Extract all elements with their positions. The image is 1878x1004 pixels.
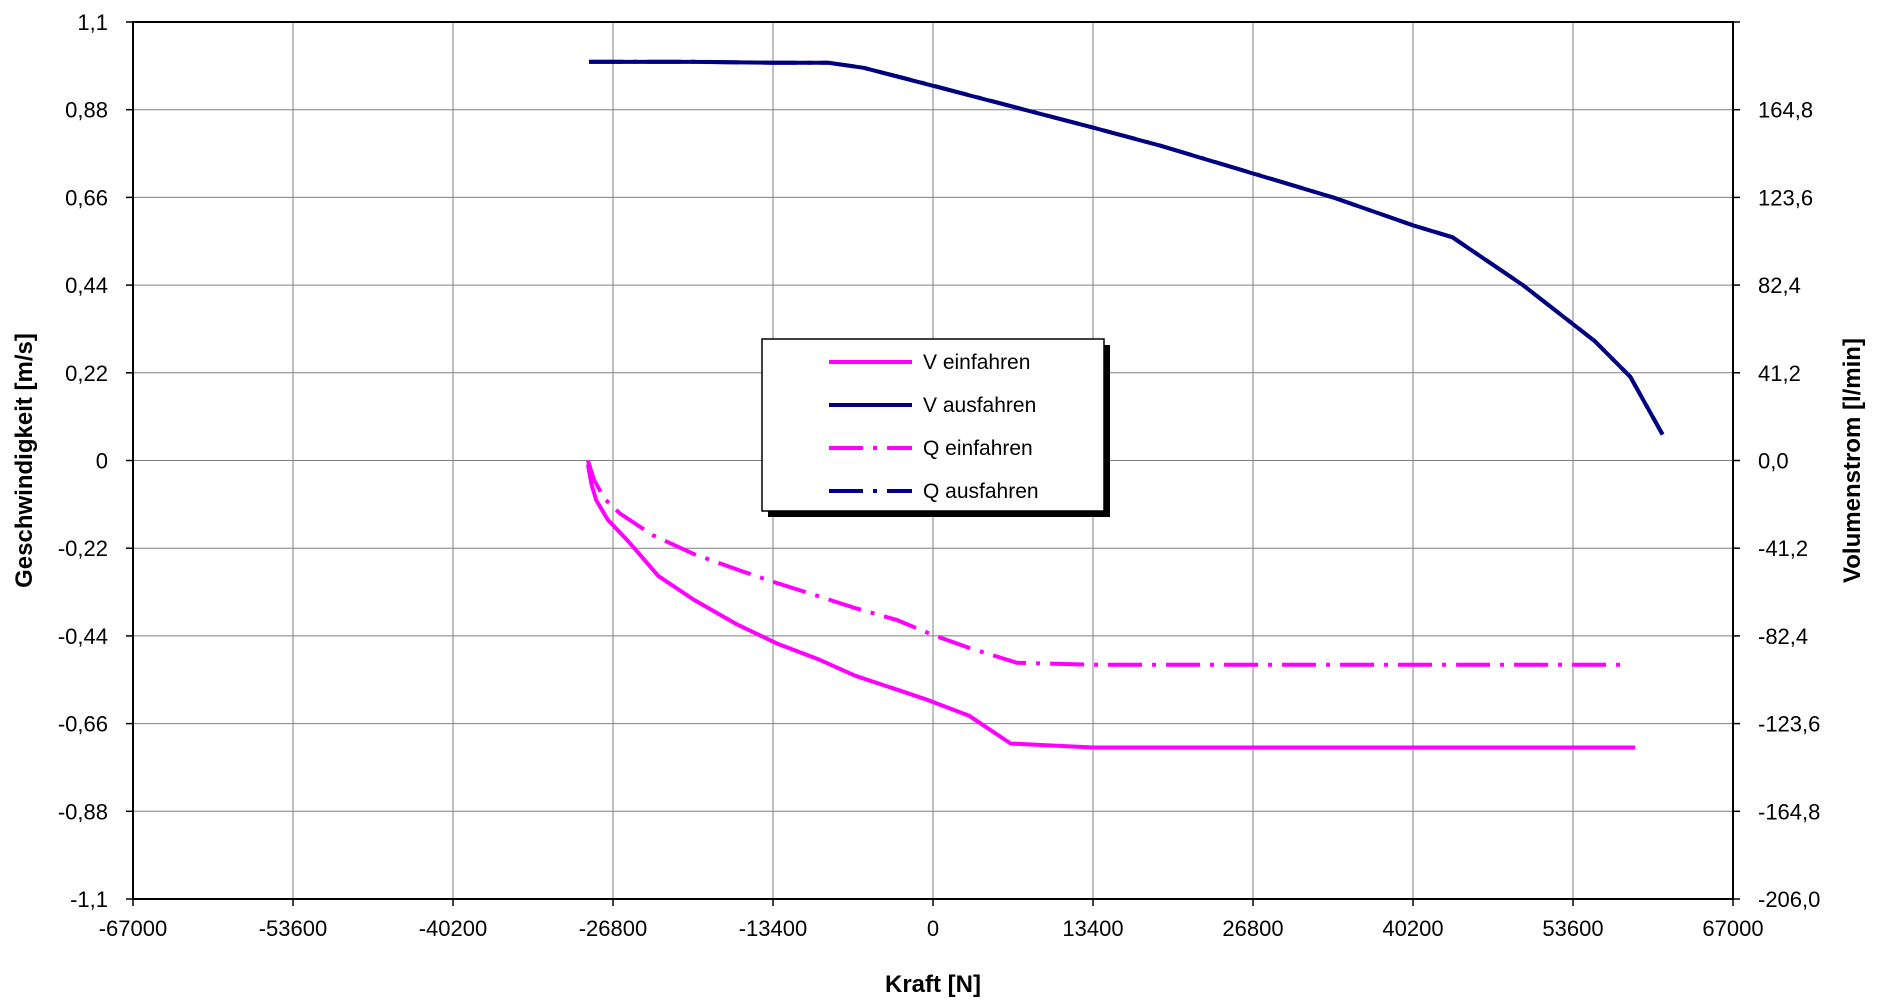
y2-tick-label: -164,8 bbox=[1758, 799, 1820, 824]
x-tick-label: 40200 bbox=[1382, 916, 1443, 941]
x-tick-label: 26800 bbox=[1222, 916, 1283, 941]
y-tick-label: 0,44 bbox=[65, 273, 108, 298]
x-axis-tick-labels: -67000 -53600 -40200 -26800 -13400 0 13400 2680… bbox=[99, 899, 1764, 941]
x-axis-title: Kraft [N] bbox=[885, 971, 981, 998]
y2-tick-label: -123,6 bbox=[1758, 712, 1820, 737]
y-tick-label: 0,66 bbox=[65, 185, 108, 210]
x-tick-label: -67000 bbox=[99, 916, 168, 941]
y-tick-label: -0,66 bbox=[58, 712, 108, 737]
x-tick-label: -53600 bbox=[259, 916, 328, 941]
legend-label: Q ausfahren bbox=[923, 480, 1039, 503]
y2-tick-label: -41,2 bbox=[1758, 536, 1808, 561]
series-layer bbox=[585, 59, 1665, 750]
legend-label: Q einfahren bbox=[923, 437, 1033, 460]
y-tick-label: 0,88 bbox=[65, 98, 108, 123]
legend-label: V ausfahren bbox=[923, 394, 1036, 417]
y-tick-label: -0,44 bbox=[58, 624, 108, 649]
x-tick-label: 13400 bbox=[1062, 916, 1123, 941]
y2-tick-label: 0,0 bbox=[1758, 449, 1789, 474]
x-tick-label: -13400 bbox=[739, 916, 808, 941]
legend-box bbox=[761, 338, 1105, 512]
series-line bbox=[585, 464, 1636, 750]
y2-axis-title: Volumenstrom [l/min] bbox=[1839, 338, 1866, 583]
x-tick-label: -40200 bbox=[419, 916, 488, 941]
legend-label: V einfahren bbox=[923, 351, 1030, 374]
y-tick-label: 0 bbox=[96, 449, 108, 474]
y-tick-label: -0,22 bbox=[58, 536, 108, 561]
y2-axis-tick-labels: -206,0 -164,8 -123,6 -82,4 -41,2 0,0 41,2 82,4 1… bbox=[1733, 21, 1820, 912]
y2-tick-label: 82,4 bbox=[1758, 273, 1801, 298]
y-axis-tick-labels: -1,1 -0,88 -0,66 -0,44 -0,22 0 0,22 0,44 0,66 0,8… bbox=[58, 10, 133, 912]
x-tick-label: 53600 bbox=[1542, 916, 1603, 941]
y2-tick-label: -206,0 bbox=[1758, 887, 1820, 912]
y-tick-label: -0,88 bbox=[58, 799, 108, 824]
series-line bbox=[585, 459, 1625, 667]
y-tick-label: -1,1 bbox=[70, 887, 108, 912]
legend: V einfahren V ausfahren Q einfahren Q ausfa… bbox=[761, 338, 1110, 517]
y-tick-label: 1,1 bbox=[77, 10, 108, 35]
x-tick-label: -26800 bbox=[579, 916, 648, 941]
y-axis-title: Geschwindigkeit [m/s] bbox=[11, 333, 38, 588]
series-line bbox=[589, 59, 1665, 436]
y2-tick-label: -82,4 bbox=[1758, 624, 1808, 649]
x-tick-label: 0 bbox=[927, 916, 939, 941]
y2-tick-label: 164,8 bbox=[1758, 98, 1813, 123]
y-tick-label: 0,22 bbox=[65, 361, 108, 386]
x-tick-label: 67000 bbox=[1702, 916, 1763, 941]
y2-tick-label: 123,6 bbox=[1758, 185, 1813, 210]
y2-tick-label: 41,2 bbox=[1758, 361, 1801, 386]
